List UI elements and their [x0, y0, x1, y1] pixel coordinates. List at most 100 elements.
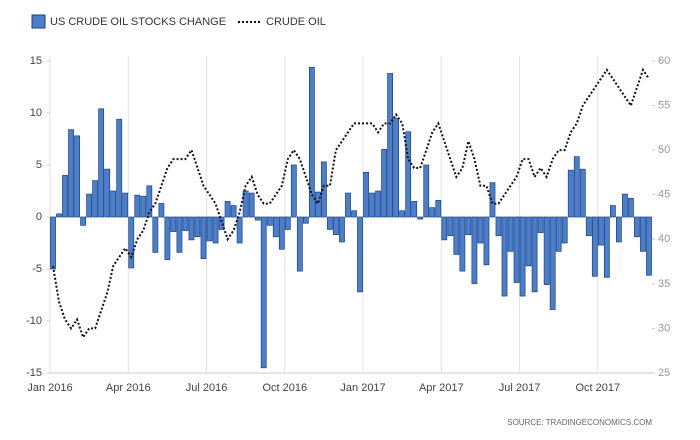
y2-tick-label: 30: [658, 322, 670, 334]
bar: [573, 156, 580, 218]
bar: [290, 164, 297, 218]
source: SOURCE: TRADINGECONOMICS.COM: [507, 418, 652, 427]
y-tick-label: -10: [26, 315, 42, 327]
x-tick-label: Jan 2017: [340, 382, 385, 394]
bar: [616, 216, 622, 243]
bar: [357, 216, 363, 293]
y-tick-label: 15: [30, 55, 42, 67]
y2-tick-label: 25: [658, 367, 670, 379]
y-tick-label: 10: [30, 107, 42, 119]
bar: [477, 216, 484, 244]
bar: [110, 190, 117, 218]
bar: [158, 203, 165, 218]
bar: [483, 216, 490, 266]
bar: [369, 192, 375, 218]
y-tick-label: 0: [36, 211, 42, 223]
bar: [471, 216, 478, 284]
x-tick-label: Oct 2016: [262, 382, 307, 394]
bar: [182, 216, 189, 231]
bar: [363, 171, 369, 218]
bar: [327, 216, 333, 230]
bar: [525, 216, 532, 267]
bar: [453, 216, 460, 255]
bar: [441, 216, 448, 241]
bar: [140, 195, 147, 218]
bar: [218, 216, 225, 230]
bar: [543, 216, 550, 285]
bar: [321, 161, 327, 218]
bar: [597, 216, 604, 246]
bar: [302, 216, 309, 224]
legend-swatch-bar: [31, 14, 46, 29]
bar: [513, 216, 520, 283]
bar: [248, 192, 255, 218]
bar: [333, 216, 339, 236]
bar: [122, 192, 129, 218]
bar: [519, 216, 526, 297]
bar: [549, 216, 556, 310]
bar: [634, 216, 640, 238]
bar: [495, 216, 502, 237]
bar: [224, 201, 231, 218]
y2-tick-label: 40: [658, 233, 670, 245]
x-tick-label: Jan 2016: [27, 382, 72, 394]
bar: [134, 194, 141, 218]
bar: [92, 180, 99, 218]
bar: [230, 205, 237, 218]
bar: [489, 182, 496, 218]
bar: [603, 216, 610, 278]
bar: [465, 216, 472, 236]
bar: [164, 216, 171, 260]
bar: [86, 193, 93, 218]
bar: [260, 216, 267, 369]
bar: [62, 175, 68, 218]
y2-tick-label: 50: [658, 144, 670, 156]
bar: [242, 190, 249, 218]
bar: [579, 168, 586, 218]
bar: [128, 216, 135, 269]
bar: [308, 66, 315, 218]
bar: [411, 201, 418, 218]
bar: [555, 216, 562, 252]
bar: [74, 135, 80, 218]
bar: [429, 207, 436, 218]
y2-tick-label: 45: [658, 189, 670, 201]
x-tick-label: Oct 2017: [575, 382, 620, 394]
legend-label: US CRUDE OIL STOCKS CHANGE: [50, 16, 226, 28]
bar: [591, 216, 598, 277]
bar: [152, 216, 159, 253]
x-tick-label: Jul 2016: [186, 382, 228, 394]
legend-label: CRUDE OIL: [266, 16, 326, 28]
y-tick-label: 5: [36, 159, 42, 171]
bar: [170, 216, 177, 232]
bar: [146, 185, 153, 218]
bar: [200, 216, 207, 259]
bar: [375, 190, 381, 218]
bar: [387, 73, 394, 218]
bar: [405, 131, 412, 218]
bar: [351, 210, 357, 218]
bar: [423, 164, 430, 218]
bar: [104, 168, 111, 218]
bar: [585, 216, 592, 237]
y2-tick-label: 55: [658, 99, 670, 111]
bar: [236, 216, 243, 244]
x-tick-label: Apr 2016: [106, 382, 151, 394]
bar: [646, 216, 652, 276]
y2-tick-label: 35: [658, 278, 670, 290]
bar: [459, 216, 466, 272]
bar: [284, 216, 291, 230]
y-tick-label: -15: [26, 367, 42, 379]
bar: [399, 210, 406, 218]
bar: [176, 216, 183, 253]
bar: [188, 216, 195, 241]
bar: [56, 213, 62, 218]
bar: [507, 216, 514, 252]
bar: [567, 169, 574, 218]
bar: [501, 216, 508, 297]
bar: [531, 216, 538, 293]
bar: [296, 216, 303, 272]
bar: [272, 216, 279, 238]
x-tick-label: Jul 2017: [499, 382, 541, 394]
